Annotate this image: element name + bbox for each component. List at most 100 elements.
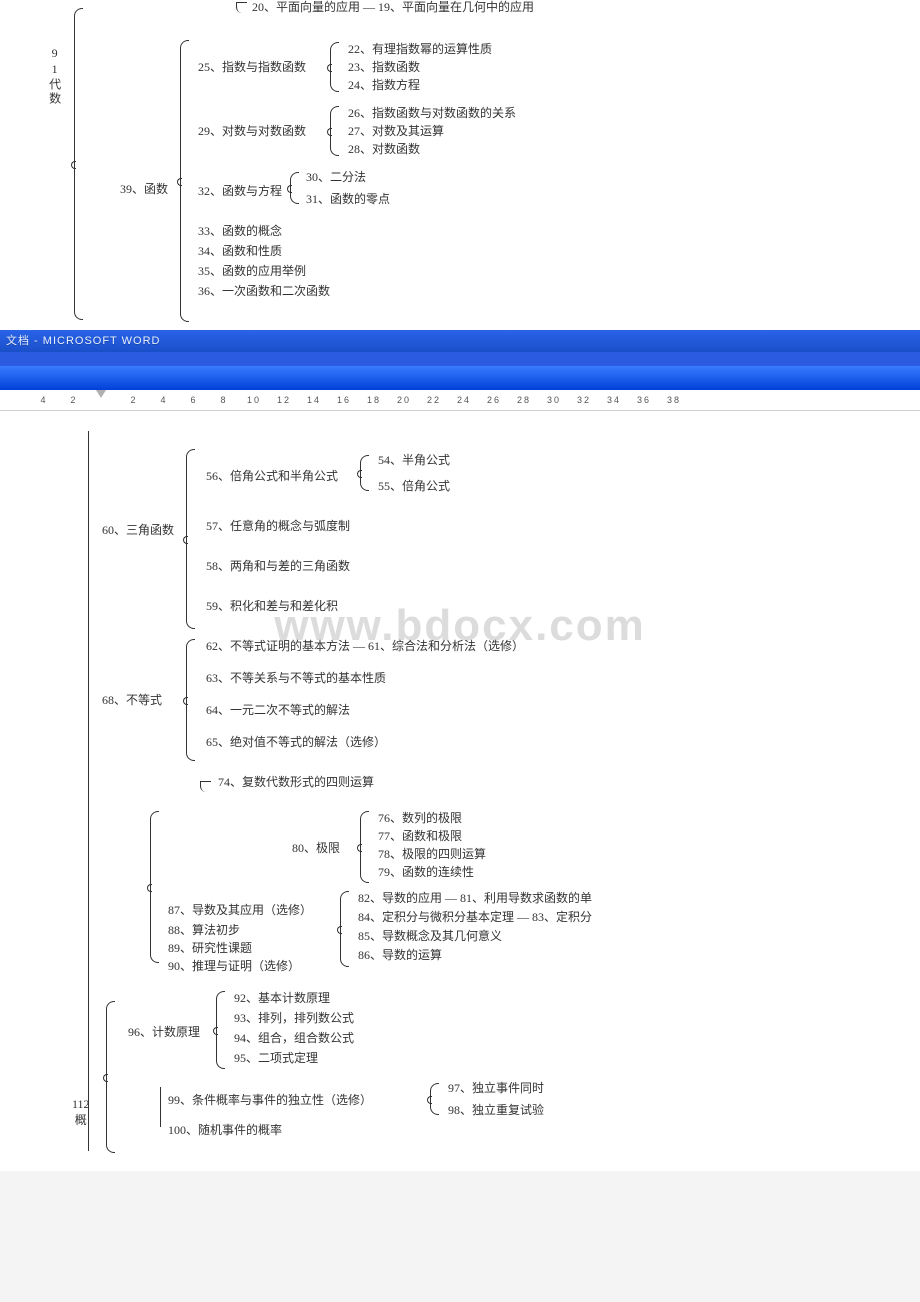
node-55: 55、倍角公式 (378, 477, 450, 494)
word-title-bar: 文档 - MICROSOFT WORD (0, 330, 920, 352)
ruler-tick: 24 (450, 395, 478, 405)
ruler-tick: 34 (600, 395, 628, 405)
node-92: 92、基本计数原理 (234, 989, 330, 1006)
node-89: 89、研究性课题 (168, 939, 252, 956)
page: 20、平面向量的应用 — 19、平面向量在几何中的应用 91代数 39、函数 2… (0, 0, 920, 1171)
node-24: 24、指数方程 (348, 76, 420, 93)
node-60: 60、三角函数 (102, 521, 174, 538)
node-65: 65、绝对值不等式的解法（选修） (206, 733, 386, 750)
bracket-68 (186, 639, 195, 761)
node-30: 30、二分法 (306, 168, 366, 185)
bracket-32 (290, 172, 299, 204)
node-68: 68、不等式 (102, 691, 162, 708)
ruler-tick: 10 (240, 395, 268, 405)
node-33: 33、函数的概念 (198, 222, 282, 239)
root-91: 91代数 (46, 46, 62, 106)
ruler-tick: 2 (120, 395, 148, 405)
bracket-29 (330, 106, 339, 156)
bracket-99 (430, 1083, 439, 1115)
node-97: 97、独立事件同时 (448, 1079, 544, 1096)
bracket-87 (340, 891, 349, 967)
node-88: 88、算法初步 (168, 921, 240, 938)
node-85: 85、导数概念及其几何意义 (358, 927, 502, 944)
node-54: 54、半角公式 (378, 451, 450, 468)
node-86: 86、导数的运算 (358, 946, 442, 963)
node-94: 94、组合，组合数公式 (234, 1029, 354, 1046)
node-32: 32、函数与方程 (198, 182, 282, 199)
node-93: 93、排列，排列数公式 (234, 1009, 354, 1026)
big-left-rule (88, 431, 89, 1151)
node-58: 58、两角和与差的三角函数 (206, 557, 350, 574)
node-59: 59、积化和差与和差化积 (206, 597, 338, 614)
node-76: 76、数列的极限 (378, 809, 462, 826)
node-28: 28、对数函数 (348, 140, 420, 157)
node-64: 64、一元二次不等式的解法 (206, 701, 350, 718)
rule-prob (160, 1087, 161, 1127)
ruler-tick: 4 (30, 395, 58, 405)
node-80: 80、极限 (292, 839, 340, 856)
ruler-tick: 8 (210, 395, 238, 405)
node-29: 29、对数与对数函数 (198, 122, 306, 139)
node-74: 74、复数代数形式的四则运算 (218, 773, 374, 790)
ruler-tick: 2 (60, 395, 88, 405)
node-98: 98、独立重复试验 (448, 1101, 544, 1118)
node-62: 62、不等式证明的基本方法 — 61、综合法和分析法（选修） (206, 637, 524, 654)
word-ruler: 422468101214161820222426283032343638 (0, 390, 920, 411)
node-82: 82、导数的应用 — 81、利用导数求函数的单 (358, 889, 592, 906)
node-95: 95、二项式定理 (234, 1049, 318, 1066)
ruler-tick: 22 (420, 395, 448, 405)
node-99: 99、条件概率与事件的独立性（选修） (168, 1091, 372, 1108)
bracket-96 (216, 991, 225, 1069)
node-34: 34、函数和性质 (198, 242, 282, 259)
word-menu-bar[interactable] (0, 352, 920, 366)
node-90: 90、推理与证明（选修） (168, 957, 300, 974)
ruler-tick: 4 (150, 395, 178, 405)
node-56: 56、倍角公式和半角公式 (206, 467, 338, 484)
node-77: 77、函数和极限 (378, 827, 462, 844)
node-100: 100、随机事件的概率 (168, 1121, 282, 1138)
node-87: 87、导数及其应用（选修） (168, 901, 312, 918)
node-26: 26、指数函数与对数函数的关系 (348, 104, 516, 121)
node-84: 84、定积分与微积分基本定理 — 83、定积分 (358, 908, 592, 925)
ruler-tick: 14 (300, 395, 328, 405)
bracket-39 (180, 40, 189, 322)
node-27: 27、对数及其运算 (348, 122, 444, 139)
node-31: 31、函数的零点 (306, 190, 390, 207)
node-35: 35、函数的应用举例 (198, 262, 306, 279)
ruler-tick: 30 (540, 395, 568, 405)
bracket-60 (186, 449, 195, 629)
node-20: 20、平面向量的应用 — 19、平面向量在几何中的应用 (252, 0, 534, 15)
bracket-root-91 (74, 8, 83, 320)
bracket-25 (330, 42, 339, 92)
ruler-tick: 38 (660, 395, 688, 405)
bracket-87-block (150, 811, 159, 963)
node-63: 63、不等关系与不等式的基本性质 (206, 669, 386, 686)
ruler-tick: 36 (630, 395, 658, 405)
bracket-112 (106, 1001, 115, 1153)
ruler-tick: 28 (510, 395, 538, 405)
node-23: 23、指数函数 (348, 58, 420, 75)
ruler-tick: 18 (360, 395, 388, 405)
node-79: 79、函数的连续性 (378, 863, 474, 880)
node-25: 25、指数与指数函数 (198, 58, 306, 75)
ruler-tick: 32 (570, 395, 598, 405)
ruler-tick: 26 (480, 395, 508, 405)
node-22: 22、有理指数幂的运算性质 (348, 40, 492, 57)
node-57: 57、任意角的概念与弧度制 (206, 517, 350, 534)
ruler-tick: 12 (270, 395, 298, 405)
bracket-56 (360, 455, 369, 491)
node-78: 78、极限的四则运算 (378, 845, 486, 862)
node-39: 39、函数 (120, 180, 168, 197)
node-96: 96、计数原理 (128, 1023, 200, 1040)
ruler-tick: 16 (330, 395, 358, 405)
word-ribbon[interactable] (0, 366, 920, 390)
ruler-tick: 6 (180, 395, 208, 405)
ruler-indent-marker[interactable] (96, 390, 106, 398)
bracket-80 (360, 811, 369, 883)
word-title-label: 文档 - MICROSOFT WORD (6, 335, 160, 347)
word-document-area-top: 20、平面向量的应用 — 19、平面向量在几何中的应用 91代数 39、函数 2… (0, 0, 920, 330)
node-36: 36、一次函数和二次函数 (198, 282, 330, 299)
word-document-area-bottom: www.bdocx.com 60、三角函数 56、倍角公式和半角公式 54、半角… (0, 411, 920, 1171)
ruler-tick: 20 (390, 395, 418, 405)
root-112: 112概 (72, 1097, 90, 1128)
